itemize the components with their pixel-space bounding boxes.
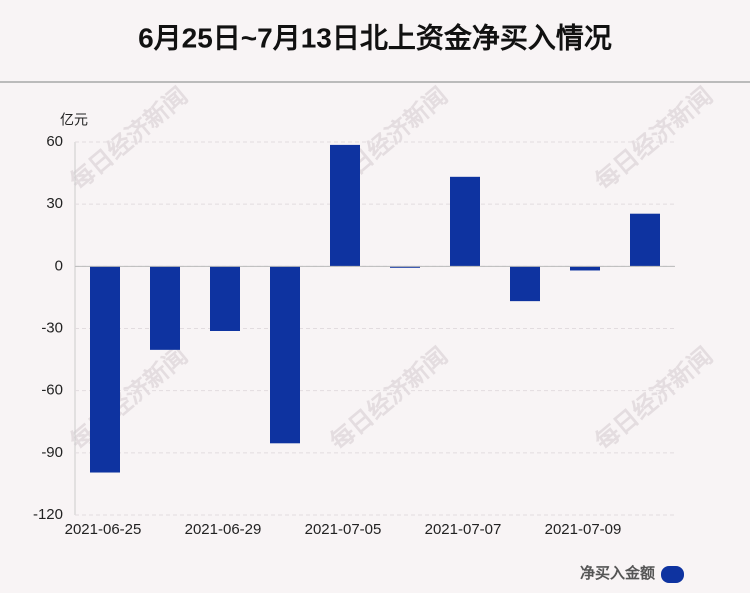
legend-swatch [661, 566, 684, 583]
bar [90, 266, 120, 473]
legend-label: 净买入金额 [580, 564, 655, 582]
y-tick-label: 30 [46, 195, 63, 212]
y-tick-label: 0 [55, 257, 63, 274]
y-axis-label: 亿元 [60, 112, 88, 128]
y-tick-label: -90 [41, 444, 63, 461]
x-tick-label: 2021-06-29 [185, 521, 262, 538]
x-tick-label: 2021-06-25 [65, 521, 142, 538]
bar [270, 266, 300, 444]
bar [390, 266, 420, 268]
y-tick-label: -60 [41, 382, 63, 399]
y-tick-label: 60 [46, 133, 63, 150]
y-tick-label: -120 [33, 506, 63, 523]
bar [330, 144, 360, 267]
y-tick-label: -30 [41, 319, 63, 336]
bar [450, 176, 480, 267]
bar [210, 266, 240, 331]
bar [510, 266, 540, 302]
x-tick-label: 2021-07-05 [305, 521, 382, 538]
x-tick-label: 2021-07-09 [545, 521, 622, 538]
chart-title: 6月25日~7月13日北上资金净买入情况 [138, 21, 612, 53]
bar [570, 266, 600, 271]
bar [150, 266, 180, 350]
x-tick-label: 2021-07-07 [425, 521, 502, 538]
bar [630, 213, 660, 267]
